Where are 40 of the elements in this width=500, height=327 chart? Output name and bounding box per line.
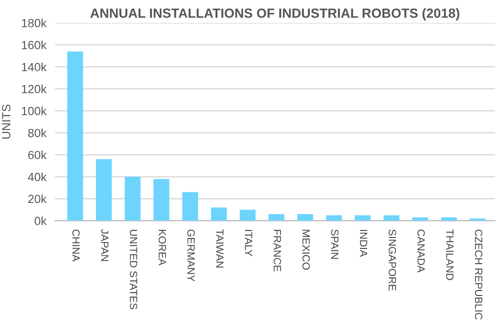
y-tick-label: 20k — [28, 194, 47, 204]
bar — [384, 215, 400, 221]
x-tick-label: MEXICO — [302, 230, 310, 270]
x-tick-label: CZECH REPUBLIC — [474, 230, 482, 320]
y-tick-label: 180k — [22, 18, 47, 28]
y-tick-label: 60k — [28, 150, 47, 160]
bar — [124, 176, 141, 221]
x-tick-label: KOREA — [158, 230, 166, 266]
bar — [96, 159, 112, 221]
x-tick-label: GERMANY — [187, 230, 195, 282]
bar — [153, 178, 170, 221]
y-tick-label: 160k — [22, 40, 47, 50]
y-tick-label: 100k — [22, 106, 47, 116]
bar — [326, 215, 342, 221]
x-tick-label: SINGAPORE — [388, 230, 396, 291]
x-tick-label: CANADA — [417, 230, 425, 272]
bar — [297, 214, 314, 221]
y-tick-label: 120k — [22, 84, 47, 94]
bar — [211, 208, 227, 221]
y-tick-label: 40k — [28, 172, 47, 182]
bar — [441, 217, 457, 221]
y-tick-label: 140k — [22, 62, 47, 72]
bar — [67, 51, 84, 221]
y-axis-title: UNITS — [2, 104, 10, 139]
x-tick-label: TAIWAN — [216, 229, 224, 268]
x-tick-label: SPAIN — [331, 230, 339, 259]
bar — [182, 192, 198, 221]
y-tick-label: 0k — [34, 216, 47, 226]
bar — [240, 210, 256, 221]
bar — [268, 214, 284, 221]
y-tick-label: 80k — [28, 128, 47, 138]
x-tick-label: FRANCE — [274, 230, 282, 272]
x-tick-label: THAILAND — [446, 229, 454, 280]
x-tick-label: CHINA — [72, 230, 80, 262]
x-tick-label: UNITED STATES — [130, 230, 138, 310]
chart-title: ANNUAL INSTALLATIONS OF INDUSTRIAL ROBOTS (2018) — [90, 8, 460, 20]
x-tick-label: ITALY — [244, 230, 252, 256]
x-tick-label: JAPAN — [101, 229, 108, 262]
x-tick-label: INDIA — [360, 230, 368, 257]
bar — [354, 215, 371, 221]
